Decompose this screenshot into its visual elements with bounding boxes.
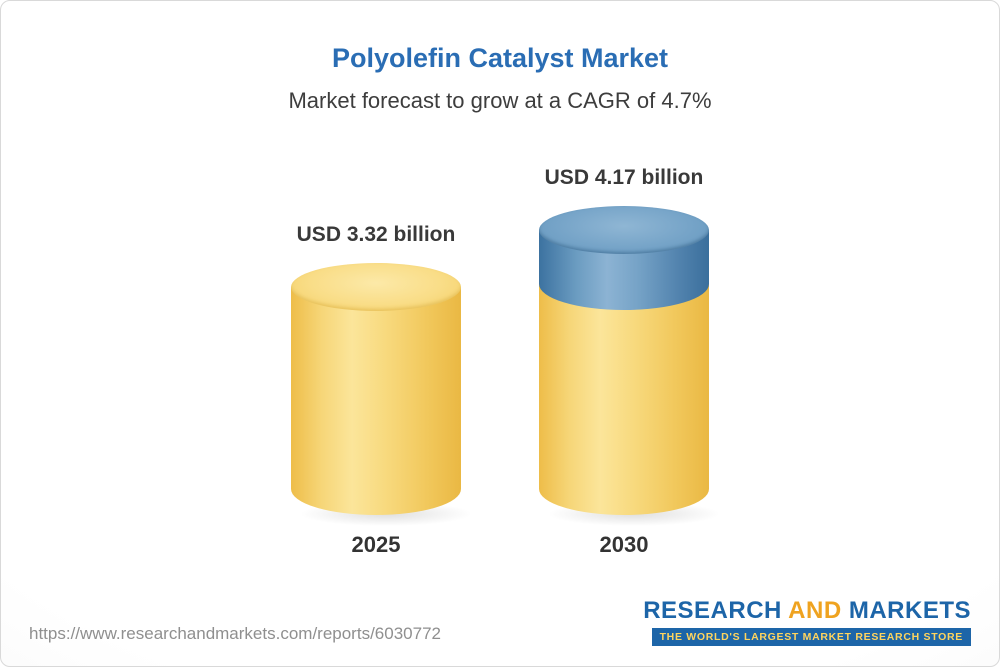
research-and-markets-logo: RESEARCH AND MARKETS THE WORLD'S LARGEST… bbox=[643, 597, 971, 646]
bar-2030-top-cap bbox=[539, 206, 709, 254]
logo-wordmark: RESEARCH AND MARKETS bbox=[643, 597, 971, 625]
chart-title: Polyolefin Catalyst Market bbox=[331, 43, 669, 73]
logo-tagline: THE WORLD'S LARGEST MARKET RESEARCH STOR… bbox=[651, 628, 971, 646]
bar-cylinder-2030 bbox=[539, 206, 709, 515]
bar-2030-base-segment bbox=[539, 276, 709, 515]
x-axis-label-2030: 2030 bbox=[599, 532, 649, 557]
report-url: https://www.researchandmarkets.com/repor… bbox=[29, 624, 441, 643]
x-axis-label-2025: 2025 bbox=[351, 532, 401, 557]
logo-word-research: RESEARCH bbox=[643, 597, 782, 624]
bar-2025-body bbox=[291, 287, 461, 515]
logo-word-markets: MARKETS bbox=[848, 597, 971, 624]
bar-value-label-2025: USD 3.32 billion bbox=[296, 223, 456, 246]
chart-subtitle: Market forecast to grow at a CAGR of 4.7… bbox=[288, 88, 712, 113]
bar-value-label-2030: USD 4.17 billion bbox=[544, 166, 704, 189]
logo-word-and: AND bbox=[788, 597, 842, 624]
bar-2025-top-cap bbox=[291, 263, 461, 311]
bar-cylinder-2025 bbox=[291, 263, 461, 515]
